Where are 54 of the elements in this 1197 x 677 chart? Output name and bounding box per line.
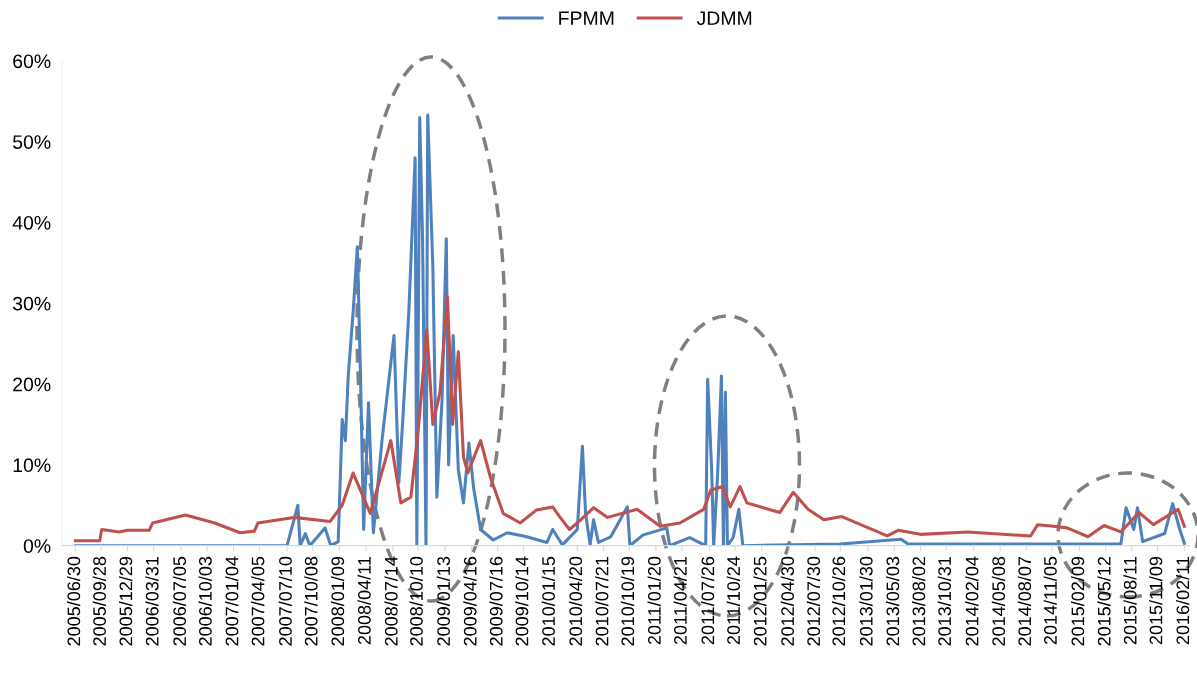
x-tick-label: 2013/08/02: [912, 556, 926, 646]
x-tick-label: 2006/07/05: [172, 556, 187, 646]
line-series: [73, 295, 1186, 543]
x-tick-label: 2016/02/11: [1175, 556, 1190, 645]
y-tick-label: 10%: [13, 458, 51, 473]
y-tick-label: 0%: [23, 539, 51, 553]
x-tick-label: 2005/12/29: [119, 556, 133, 646]
x-tick-label: 2010/07/21: [595, 556, 609, 646]
x-tick-label: 2008/01/09: [330, 556, 345, 646]
x-tick-label: 2013/01/30: [859, 556, 873, 646]
x-tick-label: 2011/04/21: [673, 556, 687, 645]
legend-label: FPMM: [559, 11, 614, 25]
x-tick-label: 2009/10/14: [515, 556, 529, 646]
legend-label: JDMM: [696, 11, 752, 26]
x-tick-label: 2007/10/08: [304, 556, 318, 646]
x-tick-label: 2012/10/26: [831, 556, 846, 646]
x-tick-label: 2012/04/30: [780, 556, 795, 646]
x-tick-label: 2013/10/31: [937, 556, 952, 646]
x-tick-label: 2007/04/05: [251, 556, 265, 646]
x-tick-label: 2005/06/30: [66, 556, 81, 646]
x-tick-label: 2010/10/19: [620, 556, 635, 646]
x-tick-label: 2014/05/08: [991, 556, 1006, 646]
x-tick-label: 2009/01/13: [436, 556, 450, 646]
x-tick-label: 2012/07/30: [806, 556, 821, 646]
x-tick-label: 2014/08/07: [1017, 556, 1032, 646]
x-tick-label: 2008/10/10: [409, 556, 423, 646]
y-tick-label: 20%: [13, 377, 51, 392]
x-tick-label: 2008/04/11: [357, 556, 371, 645]
x-tick-label: 2013/05/03: [886, 556, 900, 646]
x-tick-label: 2014/11/05: [1043, 556, 1057, 645]
y-tick-label: 40%: [12, 215, 51, 230]
x-tick-label: 2009/04/16: [463, 556, 477, 646]
y-tick-label: 50%: [12, 135, 51, 149]
x-tick-label: 2007/07/10: [278, 556, 292, 646]
x-tick-label: 2008/07/14: [384, 556, 398, 646]
x-tick-label: 2006/10/03: [198, 556, 212, 646]
x-tick-label: 2015/08/11: [1123, 556, 1137, 645]
x-tick-label: 2009/07/16: [489, 556, 503, 646]
x-tick-label: 2015/11/09: [1149, 556, 1163, 645]
x-tick-label: 2011/10/24: [726, 556, 740, 645]
x-tick-label: 2007/01/04: [225, 556, 239, 646]
x-tick-label: 2011/07/26: [700, 556, 715, 645]
x-tick-label: 2010/01/15: [541, 556, 555, 646]
line-series: [73, 113, 1186, 546]
x-tick-label: 2005/09/28: [92, 556, 106, 646]
x-tick-label: 2012/01/25: [753, 556, 767, 646]
x-tick-label: 2015/02/09: [1071, 556, 1085, 646]
x-tick-label: 2006/03/31: [145, 556, 159, 646]
x-tick-label: 2011/01/20: [647, 556, 661, 645]
y-tick-label: 60%: [13, 54, 51, 69]
y-tick-label: 30%: [12, 296, 51, 311]
x-tick-label: 2010/04/20: [568, 556, 583, 646]
x-tick-label: 2014/02/04: [965, 556, 979, 646]
x-tick-label: 2015/05/12: [1097, 556, 1111, 646]
